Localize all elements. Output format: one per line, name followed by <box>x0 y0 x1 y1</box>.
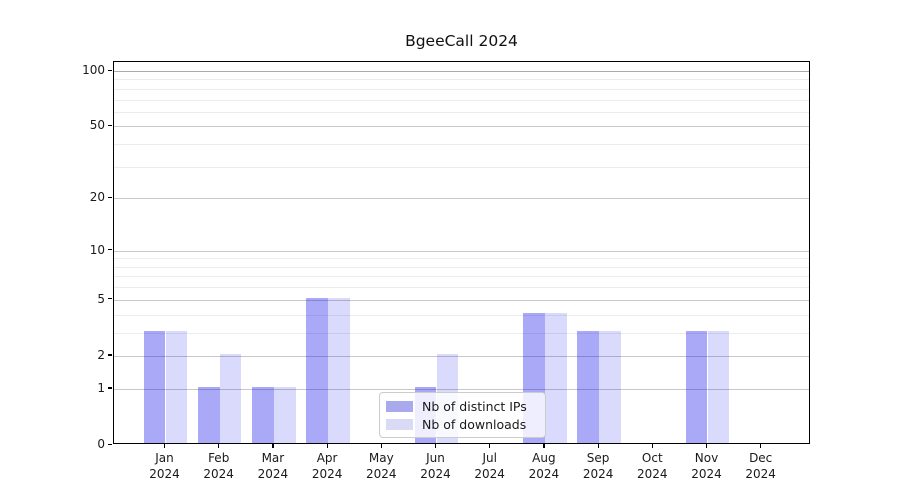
legend-item-distinct-ips: Nb of distinct IPs <box>386 398 537 415</box>
x-tick <box>435 444 437 448</box>
y-tick <box>108 124 112 127</box>
x-tick <box>651 444 653 448</box>
gridline-minor <box>114 111 809 113</box>
gridline-major <box>114 299 809 301</box>
y-tick-label: 5 <box>97 291 105 306</box>
y-tick <box>108 387 112 389</box>
bar-distinct-ips-mar <box>252 386 274 443</box>
x-tick-label: Mar 2024 <box>257 451 289 481</box>
x-tick <box>760 444 762 448</box>
y-tick <box>108 69 112 71</box>
x-tick-label: Oct 2024 <box>637 451 668 481</box>
bar-downloads-mar <box>273 386 296 443</box>
bar-distinct-ips-nov <box>685 330 708 443</box>
bar-downloads-nov <box>707 330 730 443</box>
x-tick-label: Jul 2024 <box>474 451 505 481</box>
gridline-minor <box>114 314 809 316</box>
x-tick <box>597 444 599 448</box>
x-tick <box>164 444 166 448</box>
gridline-major <box>114 355 809 357</box>
y-tick-label: 1 <box>97 380 105 395</box>
x-tick <box>326 444 328 448</box>
legend-swatch-downloads <box>386 418 413 430</box>
bar-downloads-feb <box>219 353 242 443</box>
x-tick-label: Nov 2024 <box>691 451 722 481</box>
gridline-minor <box>114 258 809 260</box>
x-tick <box>218 444 220 448</box>
y-tick-label: 10 <box>89 242 105 257</box>
bar-downloads-jan <box>165 330 188 443</box>
y-tick <box>108 249 112 251</box>
y-tick <box>108 298 112 300</box>
y-tick-label: 20 <box>89 190 105 205</box>
gridline-major <box>114 126 809 128</box>
gridline-minor <box>114 287 809 289</box>
gridline-minor <box>114 166 809 168</box>
bar-downloads-aug <box>544 312 567 443</box>
x-tick-label: Apr 2024 <box>311 451 343 481</box>
plot-area: Nb of distinct IPs Nb of downloads <box>113 61 810 444</box>
gridline-major <box>114 388 809 390</box>
bar-downloads-sep <box>599 330 621 443</box>
y-tick-label: 0 <box>97 437 105 451</box>
gridline-major <box>114 71 809 72</box>
gridline-minor <box>114 79 809 81</box>
y-tick <box>108 443 112 445</box>
gridline-major <box>114 198 809 200</box>
x-tick <box>706 444 708 448</box>
gridline-minor <box>114 99 809 101</box>
y-tick-label: 100 <box>82 63 105 77</box>
bar-distinct-ips-apr <box>306 297 329 443</box>
gridline-minor <box>114 266 809 268</box>
chart-title: BgeeCall 2024 <box>405 32 518 50</box>
y-tick <box>108 196 112 198</box>
x-tick <box>543 444 545 448</box>
x-tick-label: Feb 2024 <box>203 451 234 481</box>
gridline-minor <box>114 276 809 278</box>
gridline-major <box>114 250 809 252</box>
legend: Nb of distinct IPs Nb of downloads <box>379 392 546 438</box>
x-tick-label: Jan 2024 <box>149 451 180 481</box>
x-tick-label: Dec 2024 <box>745 451 776 481</box>
legend-item-downloads: Nb of downloads <box>386 416 537 433</box>
gridline-minor <box>114 332 809 334</box>
x-tick <box>380 444 382 448</box>
y-tick-label: 50 <box>89 118 105 133</box>
x-tick-label: Sep 2024 <box>582 451 614 481</box>
bar-distinct-ips-sep <box>577 330 600 443</box>
x-tick-label: May 2024 <box>366 451 397 481</box>
bar-distinct-ips-jan <box>143 330 166 443</box>
x-tick-label: Aug 2024 <box>528 451 560 481</box>
legend-swatch-distinct-ips <box>386 401 413 413</box>
x-tick-label: Jun 2024 <box>420 451 451 481</box>
legend-label-downloads: Nb of downloads <box>422 416 527 432</box>
x-tick <box>489 444 491 448</box>
legend-label-distinct-ips: Nb of distinct IPs <box>422 399 527 415</box>
x-tick <box>272 444 274 448</box>
gridline-minor <box>114 144 809 146</box>
gridline-minor <box>114 88 809 90</box>
y-tick <box>108 354 112 356</box>
bar-distinct-ips-feb <box>198 386 220 443</box>
bar-downloads-apr <box>328 297 350 443</box>
y-tick-label: 2 <box>97 347 105 362</box>
